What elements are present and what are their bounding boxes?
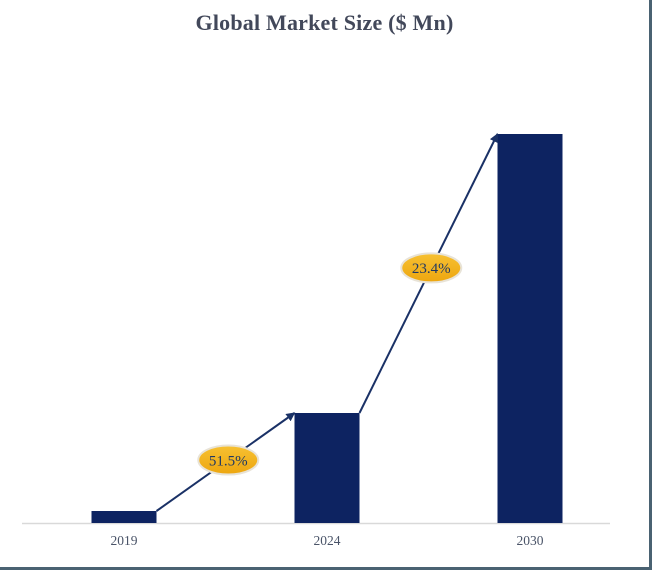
growth-label-ellipse-2019-2024 [197, 444, 260, 476]
x-tick-label-2030: 2030 [517, 533, 544, 548]
bar-2030 [497, 134, 563, 523]
x-tick-label-2019: 2019 [111, 533, 138, 548]
growth-label-text-2024-2030: 23.4% [412, 261, 451, 277]
growth-label-text-2019-2024: 51.5% [209, 453, 248, 469]
bar-2024 [294, 413, 360, 523]
growth-label-ellipse-2024-2030 [400, 252, 463, 284]
x-tick-label-2024: 2024 [314, 533, 341, 548]
chart-title: Global Market Size ($ Mn) [195, 10, 454, 35]
bar-2019 [91, 511, 157, 523]
